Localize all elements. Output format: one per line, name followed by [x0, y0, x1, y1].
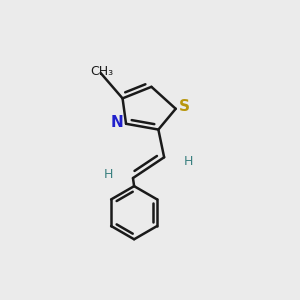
Text: S: S: [179, 99, 190, 114]
Text: H: H: [184, 155, 193, 168]
Text: H: H: [104, 168, 113, 181]
Text: N: N: [111, 115, 124, 130]
Text: CH₃: CH₃: [90, 65, 113, 78]
